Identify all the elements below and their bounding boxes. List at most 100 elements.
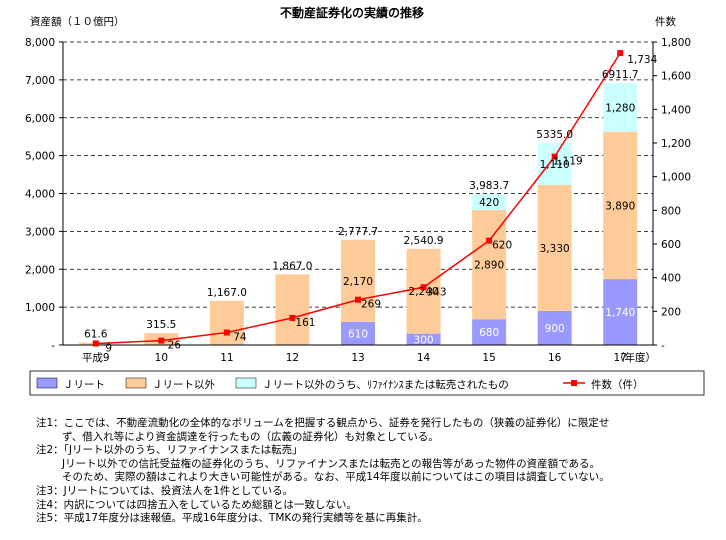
x-tick-label: 10	[155, 352, 168, 364]
y2-tick-label: 1,600	[661, 71, 691, 83]
y-tick-label: -	[51, 340, 55, 352]
count-label: 26	[168, 340, 182, 352]
bar-series-2	[406, 248, 441, 334]
count-point	[223, 329, 230, 336]
y2-tick-label: 400	[661, 273, 681, 285]
count-label: 1,734	[627, 54, 657, 66]
bar-total-label: 2,540.9	[404, 235, 444, 247]
note-5: 注5：平成17年度分は速報値。平成16年度分は、TMKの発行実績等を基に再集計。	[36, 512, 428, 525]
bar-series-2	[275, 274, 310, 345]
bar-series-3	[472, 194, 507, 211]
bar-series-2	[341, 239, 375, 322]
note-2-detail: Jリート以外での信託受益権の証券化のうち、リファイナンスまたは転売との報告等があ…	[62, 457, 600, 470]
x-tick-label: 12	[286, 352, 299, 364]
note-4: 注4：内訳については四捨五入をしているため総額とは一致しない。	[36, 498, 357, 511]
count-label: 269	[361, 299, 381, 311]
y-tick-label: 3,000	[25, 226, 55, 238]
bar-total-label: 5335.0	[536, 129, 573, 141]
count-label: 1,119	[553, 156, 583, 168]
count-point	[92, 340, 99, 347]
count-label: 74	[233, 332, 247, 344]
y2-tick-label: 1,200	[661, 138, 691, 150]
bar-series-3	[537, 142, 572, 185]
y-tick-label: 5,000	[25, 151, 55, 163]
y2-tick-label: 600	[661, 239, 681, 251]
bar-value-label: 2,240	[409, 286, 439, 298]
bar-value-label: 610	[348, 328, 368, 340]
x-tick-label: 16	[548, 352, 562, 364]
bar-series-1	[603, 279, 638, 345]
bar-value-label: 3,890	[605, 200, 635, 212]
count-point	[420, 284, 427, 291]
legend-label-1: Ｊリート	[63, 379, 105, 391]
bar-series-1	[472, 319, 507, 345]
x-tick-label: 17	[614, 352, 627, 364]
bar-series-1	[341, 321, 375, 345]
y2-tick-label: 1,000	[661, 172, 691, 184]
footnotes: 注1：ここでは、不動産流動化の全体的なボリュームを把握する観点から、証券を発行し…	[36, 417, 720, 526]
legend: Ｊリート Ｊリート以外 Ｊリート以外のうち、ﾘﾌｧｲﾅﾝｽまたは転売されたもの 件数（…	[29, 370, 705, 396]
bar-value-label: 420	[479, 197, 499, 209]
note-2: 注2：「Jリート以外のうち、リファイナンスまたは転売」	[36, 444, 303, 457]
bar-series-1	[537, 310, 572, 345]
bar-value-label: 2,890	[474, 260, 504, 272]
count-label: 161	[295, 317, 315, 329]
bar-series-1	[406, 333, 441, 345]
x-axis-label: （年度）	[614, 351, 656, 364]
bar-series-2	[537, 184, 572, 311]
count-label: 9	[105, 342, 112, 354]
chart-title: 不動産証券化の実績の推移	[280, 5, 424, 20]
bar-value-label: 300	[414, 334, 434, 346]
count-point	[551, 153, 558, 160]
bar-total-label: 1,167.0	[207, 287, 247, 299]
y-tick-label: 4,000	[25, 189, 55, 201]
bar-value-label: 1,280	[605, 102, 635, 114]
bar-total-label: 2,777.7	[338, 226, 378, 238]
bar-value-label: 1,740	[605, 307, 635, 319]
bar-value-label: 900	[545, 323, 565, 335]
count-label: 620	[492, 240, 512, 252]
y-tick-label: 1,000	[25, 302, 55, 314]
count-point	[289, 314, 296, 321]
x-tick-label: 13	[351, 352, 364, 364]
count-point	[486, 237, 493, 244]
note-3: 注3：Jリートについては、投資法人を1件としている。	[36, 484, 294, 497]
x-tick-label: 11	[220, 352, 233, 364]
y2-tick-label: 200	[661, 306, 681, 318]
y-axis-label: 資産額（１０億円）	[30, 15, 125, 28]
y2-tick-label: 1,800	[661, 37, 691, 49]
legend-line-marker	[571, 380, 577, 386]
bar-total-label: 61.6	[84, 329, 108, 341]
y-tick-label: 7,000	[25, 75, 55, 87]
y2-axis-label: 件数	[655, 15, 676, 28]
bar-series-3	[603, 83, 638, 132]
y-tick-label: 2,000	[25, 264, 55, 276]
bar-total-label: 315.5	[146, 319, 176, 331]
count-point	[158, 337, 165, 344]
note-1: 注1：ここでは、不動産流動化の全体的なボリュームを把握する観点から、証券を発行し…	[36, 417, 610, 429]
bar-series-2	[603, 131, 638, 280]
bar-series-2	[209, 300, 244, 345]
y-tick-label: 6,000	[25, 113, 55, 125]
y2-tick-label: 1,400	[661, 104, 691, 116]
bar-value-label: 680	[479, 327, 499, 339]
count-point	[355, 296, 361, 303]
securitization-chart: 不動産証券化の実績の推移 資産額（１０億円） 件数 平成9 10 11 12 13 14 1…	[25, 5, 705, 396]
bar-value-label: 2,170	[343, 276, 373, 288]
legend-swatch-2	[125, 377, 147, 389]
count-label: 343	[427, 286, 447, 298]
note-2-cont: そのため、実際の額はこれより大きい可能性がある。なお、平成14年度以前については…	[62, 471, 610, 484]
y2-tick-label: -	[661, 340, 665, 352]
x-tick-label: 14	[417, 352, 431, 364]
y-tick-label: 8,000	[25, 37, 55, 49]
legend-label-2: Ｊリート以外	[152, 379, 215, 391]
bar-series-2	[472, 210, 507, 320]
legend-label-3: Ｊリート以外のうち、ﾘﾌｧｲﾅﾝｽまたは転売されたもの	[262, 378, 509, 391]
bar-total-label: 1,867.0	[272, 260, 312, 272]
legend-swatch-3	[235, 377, 257, 389]
note-1-cont: ず、借入れ等により資金調達を行ったもの（広義の証券化）も対象としている。	[62, 430, 439, 443]
x-tick-label: 15	[482, 352, 495, 364]
bar-total-label: 3,983.7	[469, 180, 509, 192]
y2-tick-label: 800	[661, 205, 681, 217]
bar-value-label: 1,110	[540, 159, 570, 171]
